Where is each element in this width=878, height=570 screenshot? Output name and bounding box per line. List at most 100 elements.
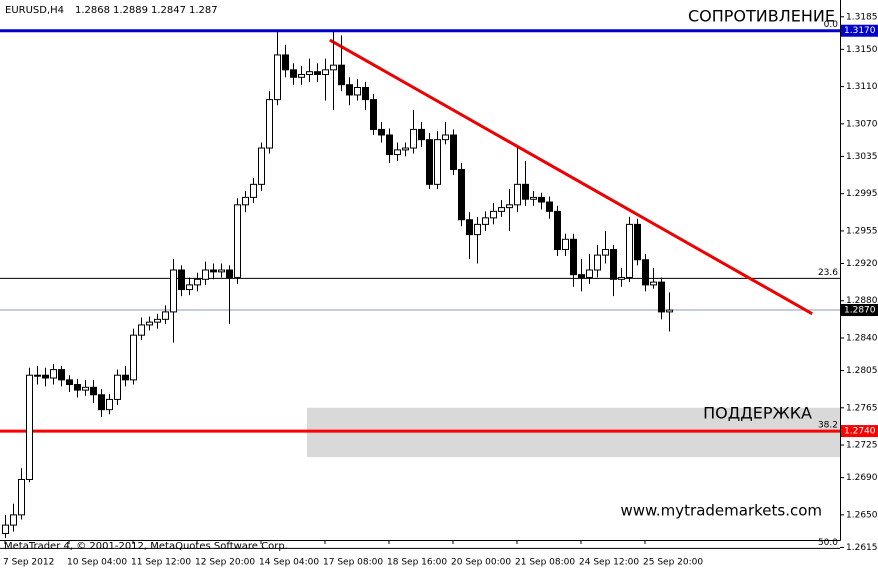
- candle-body: [498, 207, 505, 212]
- price-tag: [841, 24, 878, 37]
- x-tick-label: 11 Sep 12:00: [131, 558, 191, 568]
- y-tick-label: 1.2840: [846, 333, 878, 343]
- y-tick-label: 1.2880: [846, 296, 878, 306]
- candle-body: [466, 219, 473, 236]
- y-tick-label: 1.2805: [846, 366, 878, 376]
- candle-body: [250, 183, 257, 198]
- candle-body: [218, 269, 225, 273]
- y-tick-label: 1.3070: [846, 119, 878, 129]
- candle-body: [658, 281, 665, 313]
- candle-body: [106, 398, 113, 411]
- candle-body: [402, 147, 409, 151]
- candle-body: [82, 386, 89, 391]
- x-tick-label: 14 Sep 04:00: [259, 558, 319, 568]
- candle-body: [634, 223, 641, 261]
- candle-body: [202, 269, 209, 280]
- y-tick-label: 1.2920: [846, 259, 878, 269]
- y-tick-label: 1.3110: [846, 82, 878, 92]
- candle-body: [378, 128, 385, 136]
- candle-body: [186, 284, 193, 291]
- candle-body: [562, 238, 569, 251]
- candle-body: [602, 249, 609, 256]
- candle-body: [618, 276, 625, 280]
- candle-body: [482, 217, 489, 225]
- candle-body: [594, 254, 601, 271]
- price-tag: [841, 425, 878, 438]
- candle-body: [2, 524, 9, 534]
- y-tick-label: 1.2955: [846, 226, 878, 236]
- candle-body: [394, 149, 401, 156]
- candles-layer: [2, 30, 673, 539]
- candle-body: [642, 259, 649, 286]
- x-tick-label: 20 Sep 00:00: [451, 558, 511, 568]
- candle-body: [122, 374, 129, 381]
- candle-body: [626, 223, 633, 278]
- candle-body: [474, 223, 481, 236]
- candle-body: [50, 369, 57, 379]
- fib-label: 23.6: [818, 268, 838, 278]
- y-tick-label: 1.3185: [846, 12, 878, 22]
- trendline: [329, 38, 813, 316]
- fib-label: 50.0: [818, 538, 838, 548]
- candle-body: [490, 210, 497, 219]
- price-tag-label: 1.3170: [844, 26, 876, 36]
- candle-body: [666, 309, 673, 313]
- candle-body: [386, 134, 393, 156]
- candle-body: [554, 210, 561, 251]
- x-tick-label: 17 Sep 08:00: [323, 558, 383, 568]
- x-tick-label: 10 Sep 04:00: [67, 558, 127, 568]
- candle-body: [90, 386, 97, 396]
- y-tick-label: 1.2650: [846, 510, 878, 520]
- header-ohlc: 1.287: [189, 5, 218, 16]
- x-tick-label: 21 Sep 08:00: [515, 558, 575, 568]
- candle-body: [522, 183, 529, 200]
- watermark: www.mytrademarkets.com: [620, 502, 822, 520]
- candle-body: [426, 139, 433, 185]
- y-tick-label: 1.3150: [846, 45, 878, 55]
- candle-body: [298, 73, 305, 78]
- candle-body: [578, 274, 585, 278]
- header-ohlc: 1.2847: [151, 5, 186, 16]
- candle-body: [370, 99, 377, 130]
- candle-body: [210, 269, 217, 273]
- candle-body: [98, 394, 105, 411]
- y-tick-label: 1.2765: [846, 403, 878, 413]
- candle-body: [538, 196, 545, 203]
- support-label: ПОДДЕРЖКА: [703, 404, 812, 423]
- candle-body: [434, 139, 441, 185]
- header-ohlc: 1.2868: [75, 5, 110, 16]
- candle-body: [330, 64, 337, 71]
- price-tag-label: 1.2870: [844, 306, 876, 316]
- x-tick-label: 12 Sep 20:00: [195, 558, 255, 568]
- y-tick-label: 1.2725: [846, 441, 878, 451]
- candle-body: [226, 269, 233, 278]
- candle-body: [338, 64, 345, 86]
- y-tick-label: 1.2615: [846, 543, 878, 553]
- x-tick-label: 24 Sep 12:00: [579, 558, 639, 568]
- candle-body: [306, 71, 313, 75]
- candle-body: [154, 318, 161, 323]
- candle-body: [58, 369, 65, 381]
- candle-body: [34, 374, 41, 377]
- candle-body: [162, 311, 169, 320]
- candle-body: [570, 238, 577, 276]
- candle-body: [18, 478, 25, 516]
- candle-body: [586, 269, 593, 278]
- candle-body: [354, 87, 361, 96]
- candle-body: [346, 84, 353, 96]
- lines-layer: 0.0 23.6 38.2 50.0: [0, 20, 840, 549]
- candle-body: [322, 69, 329, 75]
- candle-body: [242, 196, 249, 206]
- candle-body: [146, 321, 153, 326]
- candle-body: [418, 128, 425, 141]
- resistance-label: СОПРОТИВЛЕНИЕ: [688, 7, 835, 26]
- y-tick-label: 1.2995: [846, 189, 878, 199]
- candle-body: [178, 269, 185, 291]
- candle-body: [514, 183, 521, 206]
- candle-body: [410, 128, 417, 149]
- candle-body: [450, 134, 457, 170]
